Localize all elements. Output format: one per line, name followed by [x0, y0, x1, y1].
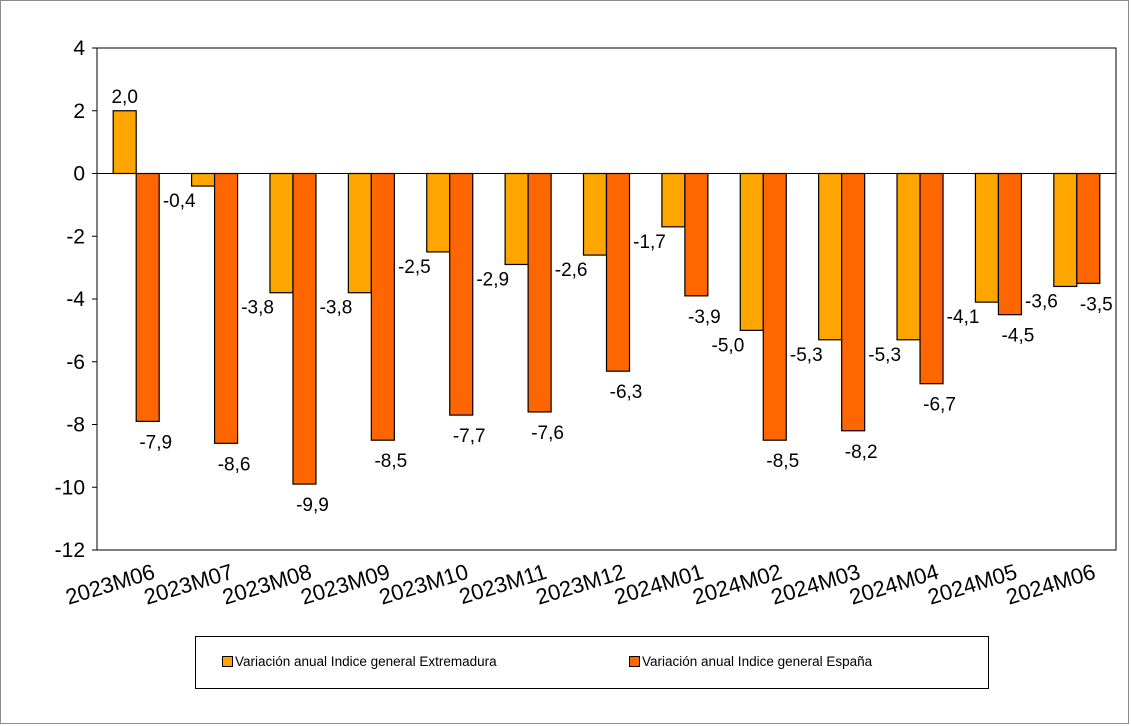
bar-chart: 4 2 0 -2 -4 -6 -8 -10 -12 2,0 -7,9 -0,4 -8,6 -3,8 -9,…	[55, 37, 1117, 610]
bar-espana	[841, 172, 866, 432]
bar-espana	[997, 172, 1023, 316]
data-label-espana: -6,3	[610, 382, 643, 403]
y-tick-label: -2	[66, 225, 85, 248]
bar-extremadura	[582, 172, 608, 256]
bar-extremadura	[112, 110, 137, 175]
legend-item-espana: Variación anual Indice general España	[629, 654, 872, 669]
bar-espana	[684, 172, 709, 297]
y-axis: 4 2 0 -2 -4 -6 -8 -10 -12	[55, 37, 97, 562]
data-label-extremadura: 2,0	[111, 87, 137, 108]
data-label-extremadura: -3,8	[241, 298, 274, 319]
data-label-espana: -8,6	[218, 454, 251, 475]
bar-extremadura	[896, 172, 921, 341]
data-label-extremadura: -3,6	[1025, 291, 1058, 312]
data-label-extremadura: -1,7	[633, 232, 666, 253]
y-tick-label: 2	[73, 100, 85, 123]
data-label-extremadura: -5,0	[712, 335, 745, 356]
bar-extremadura	[1053, 172, 1078, 288]
data-label-extremadura: -5,3	[790, 345, 823, 366]
bar-espana	[1076, 172, 1101, 284]
data-label-extremadura: -2,9	[476, 269, 509, 290]
y-tick-label: -12	[55, 539, 85, 562]
bar-extremadura	[818, 172, 843, 341]
bar-extremadura	[347, 172, 372, 294]
y-tick-label: 4	[73, 37, 85, 60]
legend-item-extremadura: Variación anual Indice general Extremadu…	[222, 654, 497, 669]
bar-extremadura	[504, 172, 529, 266]
legend-label-espana: Variación anual Indice general España	[642, 654, 873, 669]
data-label-extremadura: -4,1	[947, 307, 980, 328]
data-label-extremadura: -5,3	[868, 345, 901, 366]
bar-extremadura	[426, 172, 451, 253]
bar-espana	[370, 172, 395, 441]
data-label-extremadura: -3,8	[320, 298, 353, 319]
bar-espana	[919, 172, 944, 385]
y-tick-label: -6	[66, 351, 85, 374]
legend-swatch-extremadura	[222, 656, 233, 667]
legend-label-extremadura: Variación anual Indice general Extremadu…	[235, 654, 497, 669]
x-tick-label: 2024M06	[1003, 559, 1098, 610]
bars	[112, 110, 1101, 485]
data-label-extremadura: -2,6	[555, 260, 588, 281]
bar-extremadura	[739, 172, 764, 331]
bar-extremadura	[974, 172, 1000, 303]
legend-swatch-espana	[629, 656, 640, 667]
data-label-espana: -8,5	[766, 451, 799, 472]
bar-espana	[135, 172, 160, 422]
data-label-espana: -7,6	[531, 423, 564, 444]
bar-espana	[292, 172, 317, 485]
data-label-extremadura: -2,5	[398, 257, 431, 278]
y-tick-label: -8	[66, 414, 85, 437]
data-label-espana: -9,9	[296, 495, 329, 516]
data-label-extremadura: -0,4	[163, 191, 196, 212]
bar-extremadura	[661, 172, 686, 228]
bar-espana	[762, 172, 787, 441]
data-label-espana: -3,5	[1080, 294, 1113, 315]
data-label-espana: -7,7	[453, 426, 486, 447]
data-label-espana: -4,5	[1002, 326, 1035, 347]
bar-espana	[527, 172, 552, 413]
data-label-espana: -7,9	[139, 432, 172, 453]
data-label-espana: -8,5	[374, 451, 407, 472]
data-labels: 2,0 -7,9 -0,4 -8,6 -3,8 -9,9 -3,8 -8,5 -2,5 -7,7 -…	[111, 87, 1112, 516]
bar-extremadura	[190, 172, 216, 187]
x-axis: 2023M062023M072023M082023M092023M102023M…	[63, 559, 1099, 610]
bar-espana	[213, 172, 239, 444]
data-label-espana: -3,9	[688, 307, 721, 328]
data-label-espana: -6,7	[923, 395, 956, 416]
legend: Variación anual Indice general Extremadu…	[195, 636, 989, 689]
bar-extremadura	[269, 172, 294, 294]
bar-espana	[605, 172, 631, 372]
data-label-espana: -8,2	[845, 442, 878, 463]
y-tick-label: -4	[66, 288, 85, 311]
bar-espana	[449, 172, 474, 416]
y-tick-label: -10	[55, 476, 85, 499]
y-tick-label: 0	[73, 163, 85, 186]
